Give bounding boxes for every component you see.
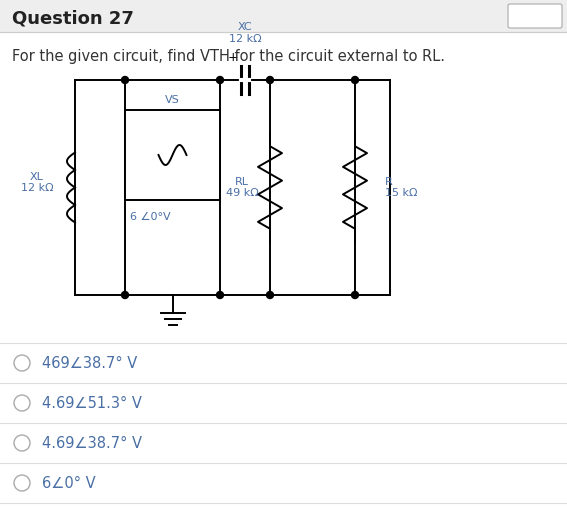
FancyBboxPatch shape: [0, 0, 567, 32]
Text: For the given circuit, find VTH for the circuit external to RL.: For the given circuit, find VTH for the …: [12, 49, 445, 64]
Text: 4.69∠38.7° V: 4.69∠38.7° V: [42, 436, 142, 450]
Text: R
15 kΩ: R 15 kΩ: [385, 176, 417, 198]
Text: 469∠38.7° V: 469∠38.7° V: [42, 356, 137, 370]
Circle shape: [121, 76, 129, 84]
Text: VS: VS: [165, 95, 180, 105]
Circle shape: [217, 292, 223, 298]
Text: Question 27: Question 27: [12, 9, 134, 27]
Circle shape: [352, 292, 358, 298]
Text: 6 ∠0°V: 6 ∠0°V: [130, 212, 171, 222]
Circle shape: [266, 76, 273, 84]
FancyBboxPatch shape: [125, 110, 220, 200]
Circle shape: [352, 76, 358, 84]
FancyBboxPatch shape: [508, 4, 562, 28]
Circle shape: [217, 76, 223, 84]
Text: +: +: [228, 51, 238, 64]
Circle shape: [266, 292, 273, 298]
Text: 6∠0° V: 6∠0° V: [42, 475, 96, 490]
Text: RL
49 kΩ: RL 49 kΩ: [226, 176, 259, 198]
Text: 4.69∠51.3° V: 4.69∠51.3° V: [42, 395, 142, 411]
Circle shape: [121, 292, 129, 298]
Text: XL
12 kΩ: XL 12 kΩ: [20, 172, 53, 193]
Text: XC
12 kΩ: XC 12 kΩ: [229, 22, 261, 44]
